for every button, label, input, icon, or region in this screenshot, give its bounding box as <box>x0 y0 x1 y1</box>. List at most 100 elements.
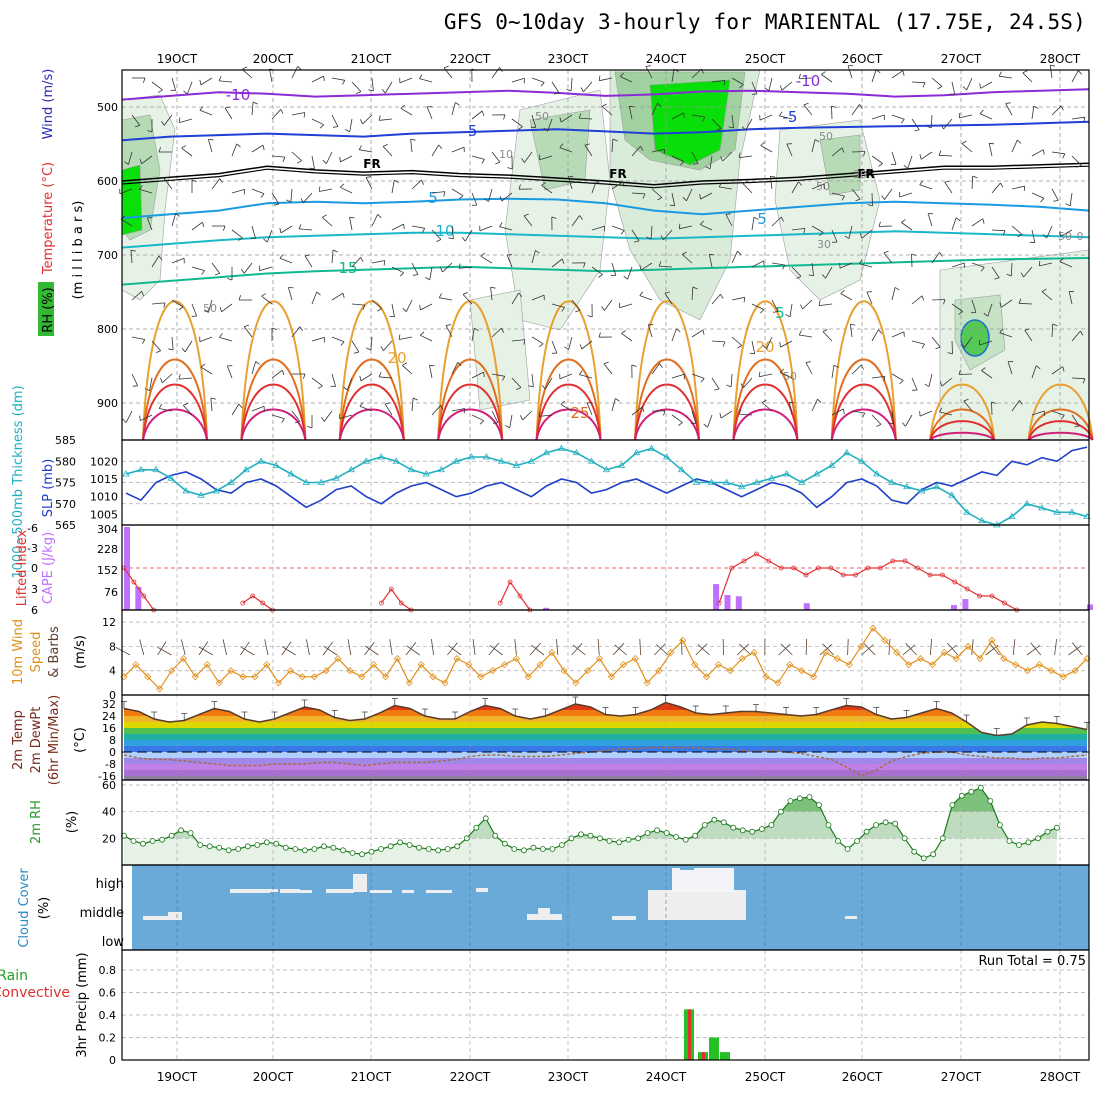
wind-barb-flag <box>502 376 506 381</box>
wind-barb <box>391 266 404 274</box>
wind-barb-flag <box>378 372 382 378</box>
wind-barb-flag <box>955 217 961 222</box>
wind10-barb <box>264 639 269 656</box>
rh-point <box>787 798 794 804</box>
rh-point <box>997 822 1003 828</box>
ylabel-rh2m: 2m RH <box>29 800 44 844</box>
date-bottom-21OCT: 21OCT <box>351 1070 392 1084</box>
wind-barb <box>288 287 293 301</box>
wind-barb-flag <box>440 267 443 273</box>
wind-barb-flag <box>360 257 364 262</box>
wind-barb <box>720 410 733 419</box>
wind-barb <box>766 336 773 349</box>
wind-barb <box>691 114 705 118</box>
wind10-barb <box>697 644 710 656</box>
wind10-barb <box>847 638 849 656</box>
tick-w-12: 12 <box>102 616 116 629</box>
wind-barb-flag <box>737 250 742 255</box>
wind10-barb <box>448 645 462 656</box>
wind-barb-flag <box>366 347 372 351</box>
rh-point <box>578 831 584 838</box>
li-point <box>517 593 523 599</box>
thickness-point <box>512 461 521 468</box>
wind-barb <box>943 118 953 130</box>
wind-barb <box>711 377 720 390</box>
wind-barb-flag <box>412 274 418 276</box>
wind-barb <box>1000 299 1013 308</box>
wind-barb <box>171 213 176 227</box>
li-point <box>250 593 256 599</box>
wind-barb <box>604 299 613 311</box>
wind10-barb <box>988 642 1000 656</box>
fr-label-1: FR <box>609 167 626 181</box>
tick-p-900: 900 <box>97 397 118 410</box>
wind-barb-flag <box>443 191 446 197</box>
wind-barb-flag <box>841 147 845 153</box>
wind10-point <box>536 661 544 669</box>
wind10-barb <box>281 646 296 656</box>
wind-barb-flag <box>262 145 265 151</box>
wind-barb-flag <box>305 254 311 257</box>
wind-barb-flag <box>402 362 407 366</box>
rh-point <box>797 795 803 802</box>
wind-barb-flag <box>516 387 522 390</box>
wind-barb-flag <box>178 306 184 311</box>
precip-panel: 0 0.2 0.4 0.6 0.8 Run Total = 0.75 Total / Rai… <box>0 950 1089 1067</box>
wind-barb <box>224 107 233 120</box>
wind-barb-flag <box>297 160 302 164</box>
wind-barb <box>171 336 174 351</box>
wind-barb <box>184 340 193 353</box>
wind10-barb <box>612 643 625 656</box>
wind-barb <box>911 295 923 305</box>
li-point <box>964 586 970 592</box>
wind10-point <box>548 648 556 657</box>
wind-barb <box>271 155 286 158</box>
wind-barb-flag <box>141 339 146 345</box>
wind-barb <box>471 371 484 379</box>
wind-barb <box>269 69 273 83</box>
wind-barb <box>491 151 501 163</box>
wind-barb-flag <box>349 216 355 219</box>
wind-barb <box>559 373 573 380</box>
rh-point <box>625 836 632 843</box>
wind-barb <box>671 192 676 206</box>
rh-point <box>320 843 327 850</box>
wind-barb-flag <box>584 143 590 146</box>
wind10-point <box>346 667 354 675</box>
wind-barb <box>384 403 393 416</box>
wind-barb <box>1022 72 1033 83</box>
thickness-point <box>317 478 325 485</box>
rh-point <box>663 830 670 836</box>
wind10-barb <box>198 641 209 656</box>
wind10-barb <box>157 646 172 656</box>
wind-barb <box>141 155 153 165</box>
wind-barb <box>731 251 738 264</box>
li-line <box>499 580 531 611</box>
wind-barb-flag <box>282 156 286 162</box>
tick-li-2: 0 <box>31 562 38 575</box>
ylabel-precip-total: Total / Rain <box>0 968 28 984</box>
wind-barb-flag <box>559 143 564 148</box>
wind-barb-flag <box>463 408 466 414</box>
wind10-point <box>738 655 746 663</box>
rh-point <box>292 846 299 852</box>
wind-barb-flag <box>901 422 906 427</box>
rh-point <box>1025 839 1032 846</box>
wind-barb <box>560 114 573 123</box>
wind-barb <box>1051 188 1059 201</box>
wind-barb <box>779 115 793 120</box>
wind-barb <box>464 229 473 242</box>
wind-barb-flag <box>723 80 726 86</box>
wind-barb-flag <box>124 161 129 165</box>
wind-barb-flag <box>844 235 850 239</box>
wind-barb <box>751 260 764 268</box>
wind10-point <box>1023 667 1032 675</box>
wind-barb <box>490 287 493 301</box>
precip-total-bar <box>709 1037 719 1060</box>
wind-barb <box>831 147 843 157</box>
wind-barb-flag <box>538 411 541 417</box>
wind-barb-flag <box>796 276 802 279</box>
rh-point <box>244 843 251 850</box>
cloud-block-13 <box>538 908 550 914</box>
wind-barb <box>811 225 824 233</box>
